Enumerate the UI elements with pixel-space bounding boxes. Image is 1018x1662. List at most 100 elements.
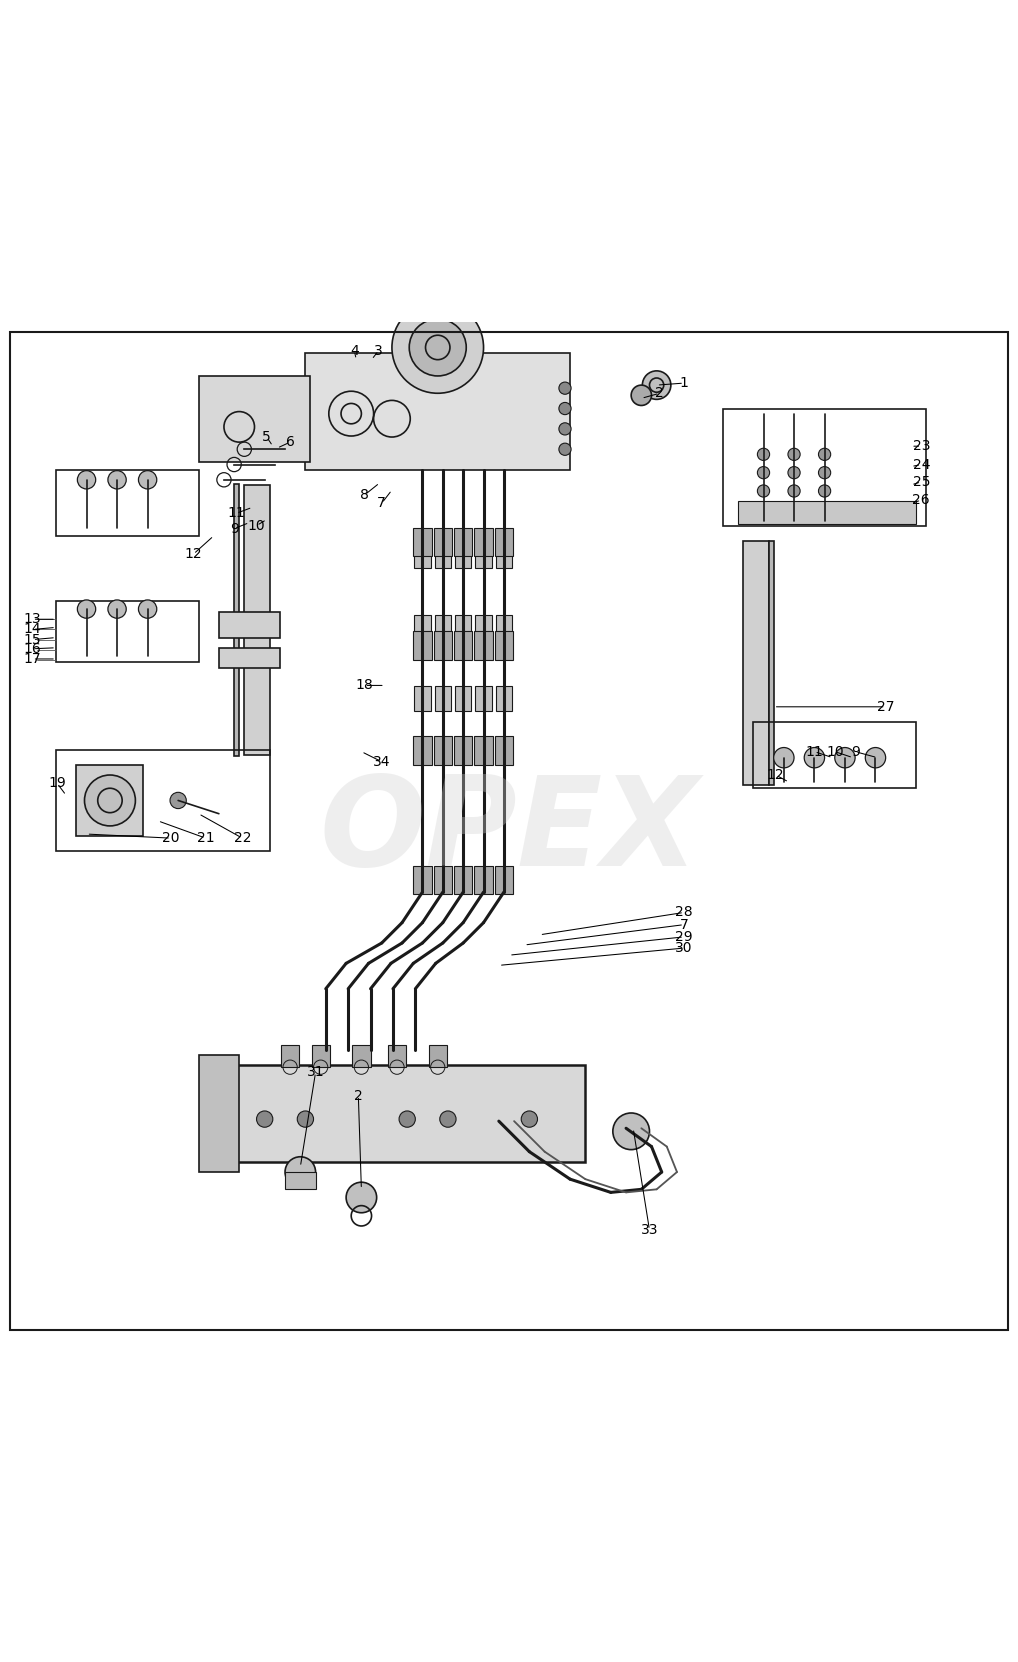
Text: 29: 29 — [675, 929, 693, 944]
Text: 6: 6 — [286, 435, 294, 449]
Text: 10: 10 — [826, 745, 844, 758]
Circle shape — [108, 600, 126, 618]
Bar — [474, 866, 493, 894]
Text: 21: 21 — [196, 831, 215, 844]
Text: 5: 5 — [263, 430, 271, 444]
Bar — [738, 502, 916, 524]
Circle shape — [788, 449, 800, 460]
Bar — [199, 376, 310, 462]
Bar — [496, 686, 512, 711]
Text: 12: 12 — [184, 547, 203, 562]
Circle shape — [559, 402, 571, 414]
Text: 9: 9 — [230, 522, 238, 535]
Text: 8: 8 — [360, 489, 369, 502]
Bar — [495, 866, 513, 894]
Circle shape — [559, 444, 571, 455]
Circle shape — [631, 386, 652, 406]
Text: 2: 2 — [656, 386, 664, 401]
Circle shape — [108, 470, 126, 489]
Bar — [352, 1045, 371, 1067]
Circle shape — [804, 748, 825, 768]
Text: OPEX: OPEX — [320, 771, 698, 891]
Text: 18: 18 — [355, 678, 374, 693]
Circle shape — [170, 793, 186, 809]
Bar — [435, 543, 451, 568]
Bar — [474, 736, 493, 765]
Text: 4: 4 — [350, 344, 358, 357]
Bar — [429, 1045, 447, 1067]
Text: 7: 7 — [680, 917, 688, 932]
Bar — [753, 721, 916, 788]
Circle shape — [409, 319, 466, 376]
Text: 22: 22 — [233, 831, 251, 844]
Circle shape — [865, 748, 886, 768]
Circle shape — [138, 470, 157, 489]
Bar — [475, 615, 492, 640]
Bar — [769, 540, 774, 784]
Circle shape — [297, 1110, 314, 1127]
Circle shape — [346, 1182, 377, 1213]
Bar — [496, 543, 512, 568]
Circle shape — [559, 382, 571, 394]
Circle shape — [774, 748, 794, 768]
Circle shape — [757, 449, 770, 460]
Bar — [434, 632, 452, 660]
Circle shape — [84, 774, 135, 826]
Text: 34: 34 — [373, 755, 391, 770]
Bar — [414, 615, 431, 640]
Bar — [743, 540, 769, 784]
Text: 25: 25 — [912, 475, 930, 489]
Text: 10: 10 — [247, 519, 266, 532]
Circle shape — [285, 1157, 316, 1187]
Text: 27: 27 — [876, 700, 895, 713]
Circle shape — [77, 600, 96, 618]
Bar — [435, 615, 451, 640]
Circle shape — [818, 485, 831, 497]
Circle shape — [642, 371, 671, 399]
Bar — [475, 686, 492, 711]
Circle shape — [138, 600, 157, 618]
Bar — [474, 632, 493, 660]
Text: 23: 23 — [912, 439, 930, 454]
Bar — [434, 736, 452, 765]
Bar — [56, 602, 199, 661]
Bar — [388, 1045, 406, 1067]
Circle shape — [521, 1110, 538, 1127]
Bar — [229, 1065, 585, 1162]
Bar — [414, 686, 431, 711]
Text: 1: 1 — [680, 376, 688, 391]
Bar — [285, 1172, 316, 1190]
Text: 14: 14 — [23, 623, 42, 637]
Bar — [495, 632, 513, 660]
Text: 19: 19 — [48, 776, 66, 789]
Bar — [434, 527, 452, 557]
Circle shape — [559, 422, 571, 435]
Circle shape — [818, 449, 831, 460]
Circle shape — [835, 748, 855, 768]
Text: 16: 16 — [23, 642, 42, 656]
Bar — [413, 527, 432, 557]
Bar — [455, 686, 471, 711]
Bar — [281, 1045, 299, 1067]
Bar — [455, 615, 471, 640]
Bar — [475, 543, 492, 568]
Bar — [219, 648, 280, 668]
Bar — [495, 527, 513, 557]
Text: 17: 17 — [23, 652, 42, 666]
Bar — [454, 866, 472, 894]
Bar — [413, 866, 432, 894]
Text: 12: 12 — [767, 768, 785, 783]
Bar — [434, 866, 452, 894]
Bar — [454, 527, 472, 557]
Text: 20: 20 — [162, 831, 180, 844]
Bar — [413, 736, 432, 765]
Circle shape — [392, 301, 484, 394]
Bar — [199, 1055, 239, 1172]
Circle shape — [757, 467, 770, 479]
Text: 28: 28 — [675, 906, 693, 919]
Circle shape — [257, 1110, 273, 1127]
Text: 7: 7 — [378, 497, 386, 510]
Text: 30: 30 — [675, 941, 693, 956]
Bar — [234, 484, 239, 756]
Text: 3: 3 — [375, 344, 383, 357]
